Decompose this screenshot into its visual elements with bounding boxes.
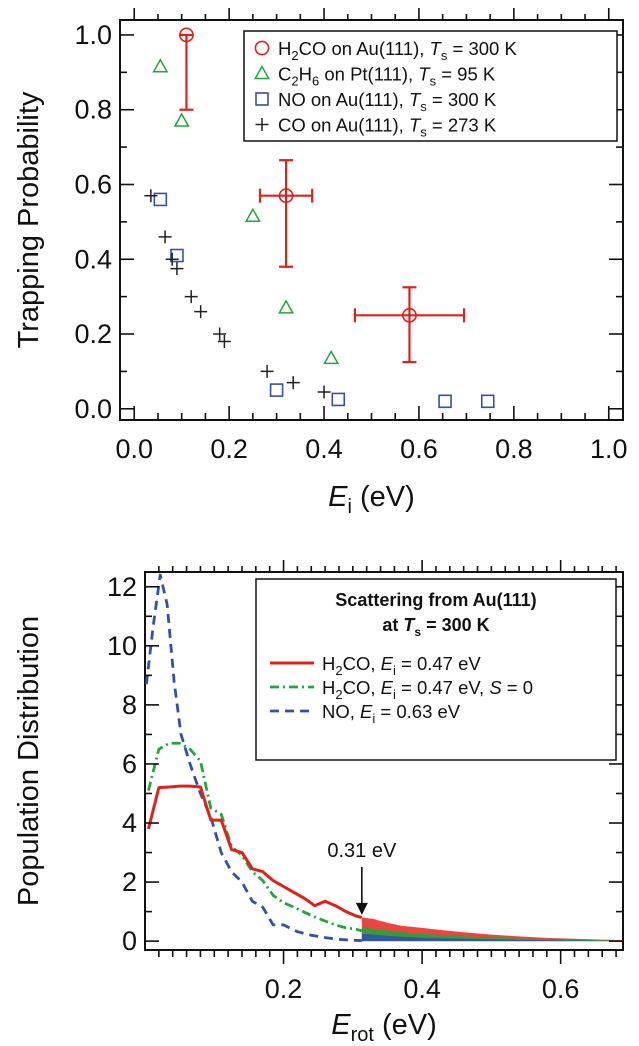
legend-label: C2H6 on Pt(111), Ts = 95 K	[278, 64, 496, 89]
legend-symbol-square	[255, 92, 269, 106]
tail-fill-blue	[361, 933, 623, 942]
x-tick-label: 0.6	[542, 974, 580, 1004]
series-line-dashdot	[147, 741, 363, 933]
x-axis-title: Erot (eV)	[331, 1009, 437, 1046]
y-tick-label: 12	[107, 572, 137, 602]
data-point-square	[170, 248, 184, 263]
data-lines	[144, 573, 363, 942]
legend-title-line1: Scattering from Au(111)	[335, 590, 536, 610]
data-point-plus	[184, 290, 198, 304]
data-point-plus	[194, 305, 208, 319]
y-tick-label: 8	[122, 690, 137, 720]
data-point-triangle	[173, 112, 190, 127]
y-tick-label: 10	[107, 631, 137, 661]
y-tick-label: 0.0	[74, 394, 112, 424]
data-point-plus	[144, 189, 158, 203]
series-line-solid	[147, 784, 363, 919]
data-point-square	[269, 383, 284, 397]
y-axis-title: Population Distribution	[13, 616, 45, 906]
x-tick-label: 0.2	[265, 974, 303, 1004]
data-marks	[144, 27, 495, 409]
x-tick-label: 0.4	[305, 434, 343, 464]
y-tick-label: 0.8	[74, 95, 112, 125]
data-point-plus	[286, 376, 300, 390]
x-tick-label: 0.8	[495, 434, 533, 464]
x-tick-label: 0.6	[400, 434, 438, 464]
plot-frame	[144, 571, 624, 951]
y-tick-label: 4	[122, 808, 137, 838]
y-tick-label: 2	[122, 867, 137, 897]
data-point-plus	[170, 262, 184, 276]
axis-ticks: 0 2 4 6 8 10 12 0.2 0.4 0.6	[107, 560, 623, 1004]
data-point-plus	[260, 364, 274, 378]
x-tick-label: 0.0	[115, 434, 153, 464]
legend-label: H2CO, Ei = 0.47 eV	[322, 653, 481, 678]
population-distribution-panel: 0 2 4 6 8 10 12 0.2 0.4 0.6 0.31 eV Scattering fr…	[13, 560, 624, 1046]
x-tick-label: 1.0	[590, 434, 628, 464]
legend-label: NO, Ei = 0.63 eV	[322, 701, 461, 726]
y-tick-label: 6	[122, 749, 137, 779]
x-tick-label: 0.4	[403, 974, 441, 1004]
legend-symbol-triangle	[254, 65, 270, 80]
data-point-circle	[402, 307, 417, 323]
legend-symbol-circle	[254, 40, 270, 56]
tail-fills	[361, 917, 623, 942]
data-point-circle	[179, 27, 194, 43]
y-tick-label: 0	[122, 926, 137, 956]
y-tick-label: 1.0	[74, 20, 112, 50]
annotation: 0.31 eV	[327, 840, 397, 915]
data-point-square	[480, 394, 495, 409]
trapping-probability-panel: 0.0 0.2 0.4 0.6 0.8 1.0 0.0 0.2 0.4 0.6 0.8 1.0 H2C…	[13, 8, 628, 518]
series-line-dashed	[144, 573, 362, 942]
data-point-plus	[317, 385, 331, 399]
y-tick-label: 0.4	[74, 244, 112, 274]
y-axis-title: Trapping Probability	[13, 91, 45, 348]
legend-box	[255, 578, 617, 761]
legend: Scattering from Au(111) at Ts = 300 K H2CO…	[255, 578, 617, 761]
y-tick-label: 0.2	[74, 319, 112, 349]
data-point-plus	[213, 327, 227, 341]
y-tick-label: 0.6	[74, 169, 112, 199]
data-point-circle	[278, 188, 294, 204]
legend-label: NO on Au(111), Ts = 300 K	[278, 89, 497, 114]
annotation-arrow-head	[355, 902, 368, 915]
annotation-label: 0.31 eV	[327, 840, 397, 862]
data-point-triangle	[152, 58, 169, 73]
legend-symbol-plus	[255, 118, 269, 131]
data-point-plus	[165, 252, 179, 266]
x-axis-title: Ei (eV)	[328, 481, 415, 518]
data-point-plus	[158, 230, 172, 244]
data-point-square	[331, 392, 346, 407]
legend-label: H2CO, Ei = 0.47 eV, S = 0	[322, 677, 533, 702]
x-tick-label: 0.2	[210, 434, 248, 464]
legend-title-line2: at Ts = 300 K	[382, 615, 489, 639]
data-point-triangle	[278, 299, 295, 314]
legend-label: CO on Au(111), Ts = 273 K	[278, 115, 497, 140]
data-point-square	[438, 394, 452, 409]
data-point-triangle	[244, 207, 261, 223]
legend-label: H2CO on Au(111), Ts = 300 K	[278, 38, 517, 63]
data-point-triangle	[323, 349, 340, 365]
data-point-plus	[217, 334, 231, 348]
data-point-square	[153, 192, 168, 207]
legend-box	[243, 30, 618, 142]
